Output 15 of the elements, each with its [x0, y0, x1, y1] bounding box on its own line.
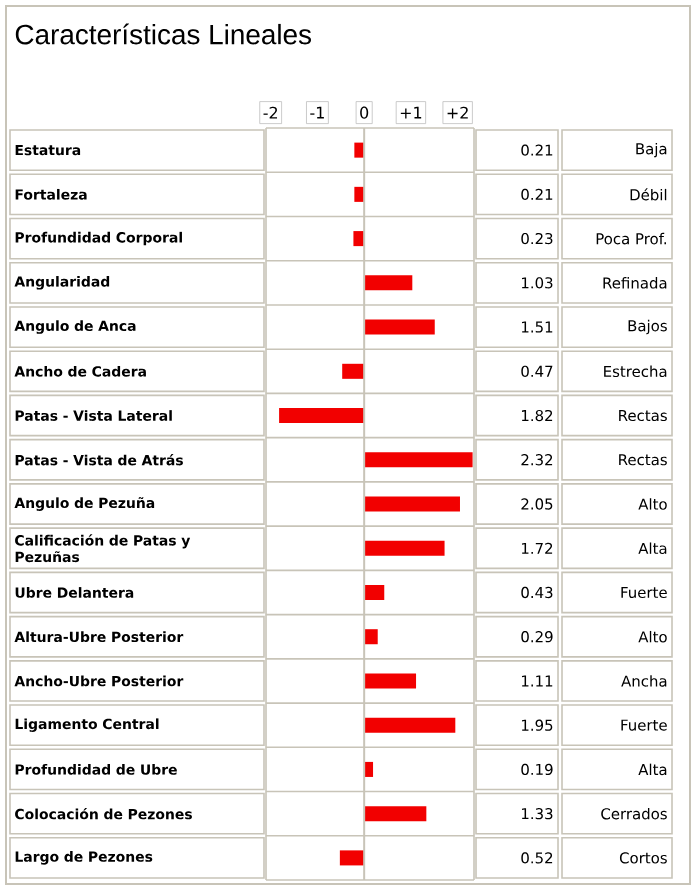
bar	[364, 584, 385, 601]
bar	[364, 673, 417, 689]
bar	[364, 452, 473, 468]
bar	[364, 806, 427, 822]
bar	[364, 717, 456, 733]
bar	[339, 850, 365, 866]
chart-title: Características Lineales	[15, 23, 311, 45]
bar	[364, 629, 378, 645]
bar	[364, 275, 413, 291]
bar	[353, 231, 365, 247]
bar	[342, 363, 365, 379]
bar	[364, 319, 435, 335]
bar	[279, 408, 365, 424]
bar	[364, 496, 460, 512]
bar	[364, 540, 445, 556]
